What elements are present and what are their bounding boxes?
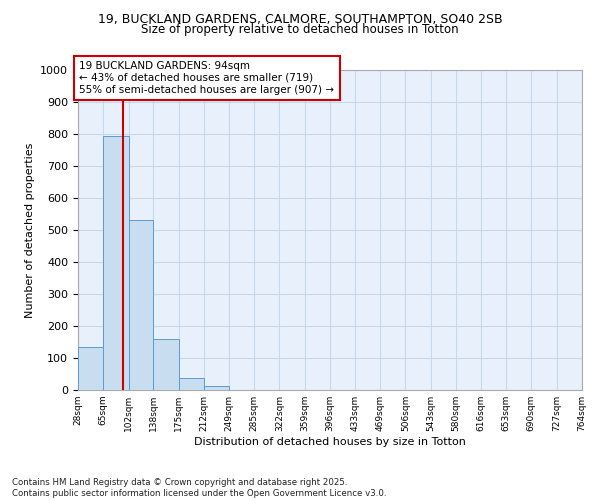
Bar: [78, 347, 103, 390]
Bar: [154, 339, 179, 390]
Bar: [128, 220, 154, 390]
X-axis label: Distribution of detached houses by size in Totton: Distribution of detached houses by size …: [194, 437, 466, 447]
Text: 19, BUCKLAND GARDENS, CALMORE, SOUTHAMPTON, SO40 2SB: 19, BUCKLAND GARDENS, CALMORE, SOUTHAMPT…: [98, 12, 502, 26]
Bar: [179, 378, 204, 390]
Text: Size of property relative to detached houses in Totton: Size of property relative to detached ho…: [141, 22, 459, 36]
Text: Contains HM Land Registry data © Crown copyright and database right 2025.
Contai: Contains HM Land Registry data © Crown c…: [12, 478, 386, 498]
Y-axis label: Number of detached properties: Number of detached properties: [25, 142, 35, 318]
Text: 19 BUCKLAND GARDENS: 94sqm
← 43% of detached houses are smaller (719)
55% of sem: 19 BUCKLAND GARDENS: 94sqm ← 43% of deta…: [79, 62, 334, 94]
Bar: [103, 136, 128, 390]
Bar: [204, 386, 229, 390]
